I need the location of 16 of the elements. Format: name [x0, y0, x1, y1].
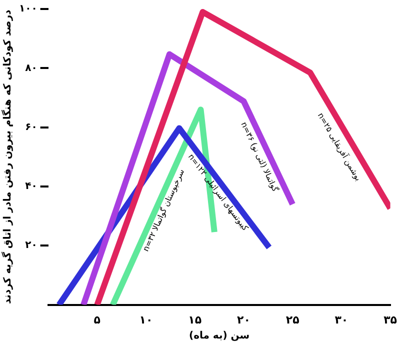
x-tick-label: ۱۵ — [188, 313, 202, 326]
x-axis-title: سن (به ماه) — [188, 330, 250, 342]
y-tick-label: ۱۰۰ — [19, 4, 38, 15]
text: سرخپوستان گواتمالا n=۳۲ — [140, 167, 186, 253]
text: بوشمن آفریقایی n=۲۵ — [316, 110, 364, 182]
x-tick-label: ۳۰ — [334, 313, 348, 326]
y-tick-label: ۶۰ — [25, 122, 38, 133]
y-tick-label: ۲۰ — [25, 240, 38, 252]
x-tick-label: ۱۰ — [139, 313, 153, 326]
x-tick-label: ۳۵ — [384, 313, 398, 326]
x-tick-label: ۵ — [94, 313, 101, 326]
y-axis-title: درصد کودکانی که هنگام بیرون رفتن مادر از اتاق گریه کردند — [0, 10, 14, 304]
y-tick-label: ۸۰ — [25, 62, 38, 74]
x-tick-label: ۲۵ — [286, 313, 300, 326]
y-tick-label: ۴۰ — [25, 181, 38, 192]
x-tick-label: ۲۰ — [237, 313, 250, 326]
